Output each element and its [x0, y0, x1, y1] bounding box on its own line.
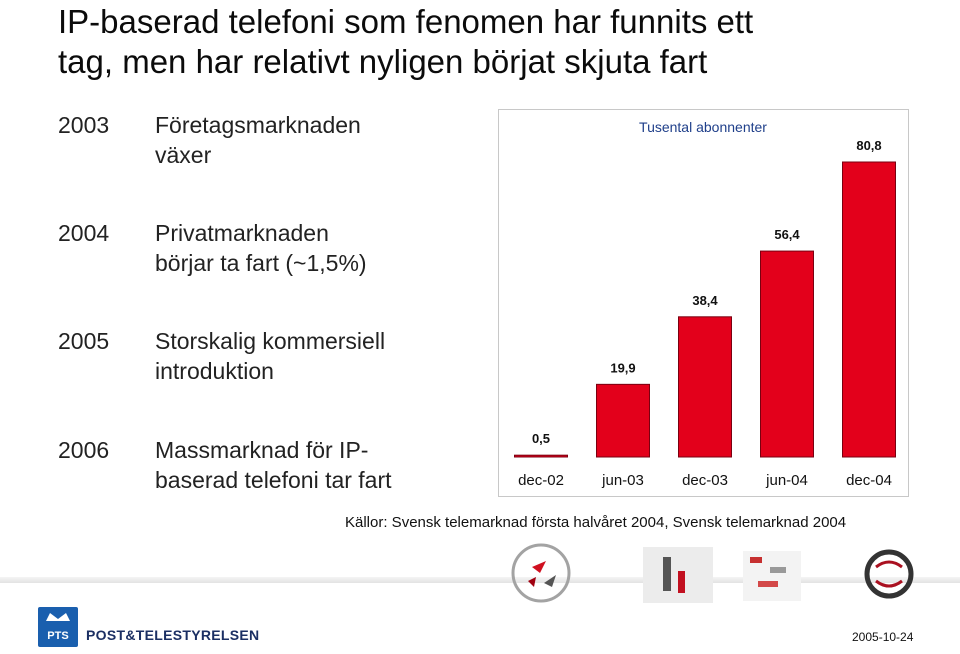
timeline-text: Massmarknad för IP- baserad telefoni tar… — [155, 437, 392, 493]
logo-wordmark: POST&TELESTYRELSEN — [86, 627, 260, 643]
bar-dec-02 — [514, 454, 568, 458]
category-label: jun-04 — [765, 472, 808, 489]
subscriber-bar-chart: Tusental abonnenter 0,5 dec-02 19,9 jun-03 3… — [514, 119, 896, 489]
title-line-1: IP-baserad telefoni som fenomen har funn… — [58, 3, 754, 40]
bar-dec-04 — [842, 161, 896, 458]
timeline-year: 2005 — [58, 328, 110, 354]
category-label: dec-04 — [846, 472, 892, 489]
globe-line — [875, 560, 903, 569]
chart-frame — [498, 109, 909, 497]
category-label: dec-03 — [682, 472, 728, 489]
globe-line — [875, 579, 903, 588]
ring-icon — [511, 543, 571, 603]
value-label: 56,4 — [774, 227, 800, 242]
decorative-images — [511, 543, 914, 603]
value-label: 80,8 — [856, 138, 881, 153]
value-label: 38,4 — [692, 293, 718, 308]
timeline-year: 2004 — [58, 220, 110, 246]
city-block — [750, 557, 762, 563]
globe-icon — [864, 549, 914, 599]
category-label: jun-03 — [601, 472, 644, 489]
value-label: 19,9 — [610, 360, 635, 375]
bar-jun-03 — [596, 383, 650, 458]
chart-title: Tusental abonnenter — [639, 119, 767, 135]
arrow-icon — [528, 577, 536, 587]
timeline-text: Privatmarknaden börjar ta fart (~1,5%) — [155, 220, 367, 276]
logo-mark: PTS — [47, 630, 68, 642]
city-block — [770, 567, 786, 573]
sources-note: Källor: Svensk telemarknad första halvår… — [345, 514, 847, 531]
bar-dec-03 — [678, 316, 732, 458]
city-block — [758, 581, 778, 587]
date-stamp: 2005-10-24 — [852, 630, 914, 644]
timeline-year: 2006 — [58, 437, 110, 463]
timeline-text: Företagsmarknaden växer — [155, 112, 361, 168]
value-label: 0,5 — [532, 431, 550, 446]
slide-title: IP-baserad telefoni som fenomen har funn… — [58, 2, 938, 82]
pts-logo: PTS — [38, 607, 78, 647]
title-line-2: tag, men har relativt nyligen börjat skj… — [58, 43, 708, 80]
timeline-text: Storskalig kommersiell introduktion — [155, 328, 386, 384]
bar-jun-04 — [760, 250, 814, 458]
timeline-year: 2003 — [58, 112, 110, 138]
crown-icon: PTS — [46, 613, 70, 642]
arrow-icon — [532, 561, 546, 573]
person-figure — [663, 557, 671, 591]
footer-divider — [0, 577, 960, 583]
child-figure — [678, 571, 685, 593]
category-label: dec-02 — [518, 472, 564, 489]
arrow-icon — [544, 575, 556, 587]
